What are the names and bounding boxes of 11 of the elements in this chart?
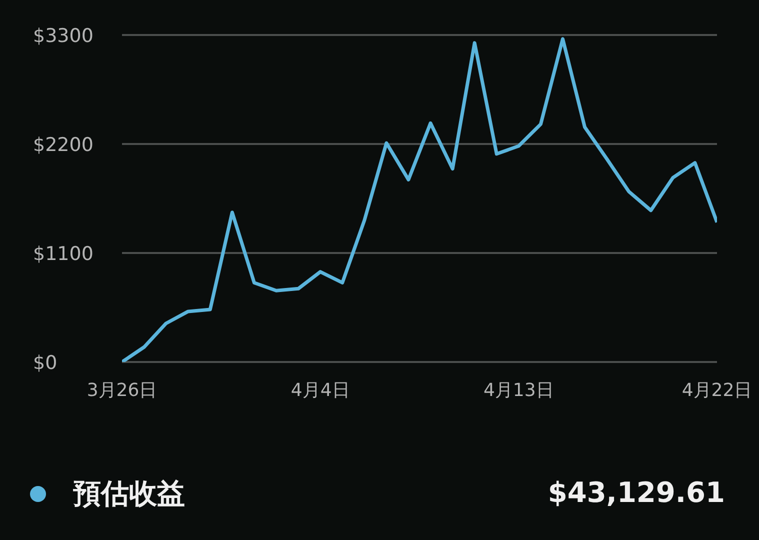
y-tick-label: $0 <box>33 352 58 374</box>
x-tick-label: 4月22日 <box>682 380 752 401</box>
y-tick-label: $1100 <box>33 243 94 265</box>
x-tick-label: 3月26日 <box>86 380 158 401</box>
y-tick-label: $2200 <box>33 134 94 156</box>
x-tick-label: 4月13日 <box>483 380 554 401</box>
text: $43,129.61 <box>548 476 725 509</box>
y-tick-label: $3300 <box>33 25 94 47</box>
x-tick-label: 4月4日 <box>290 380 350 401</box>
legend-label: 預估收益 <box>73 476 185 512</box>
line-series <box>122 37 717 362</box>
